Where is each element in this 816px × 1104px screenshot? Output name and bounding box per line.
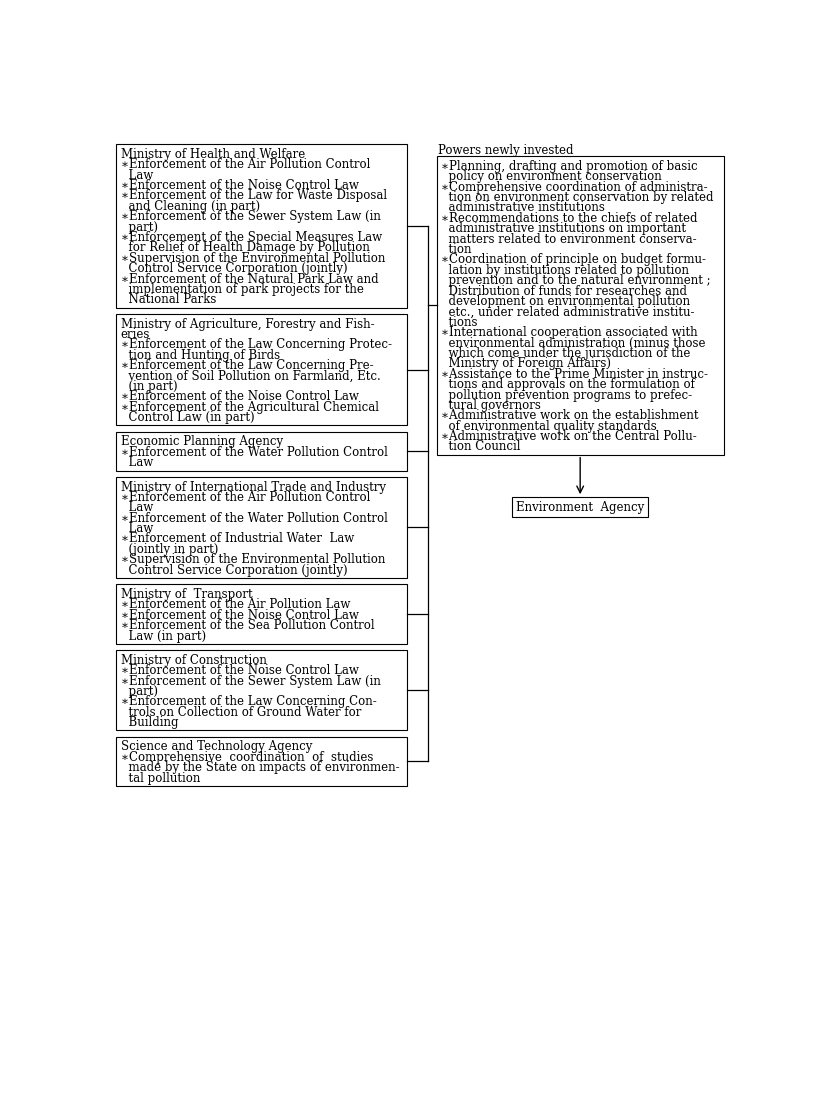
Text: ∗Comprehensive  coordination  of  studies: ∗Comprehensive coordination of studies xyxy=(121,751,373,764)
Text: tural governors: tural governors xyxy=(441,399,541,412)
Text: Law: Law xyxy=(121,522,153,535)
Text: ∗Enforcement of the Noise Control Law: ∗Enforcement of the Noise Control Law xyxy=(121,665,358,677)
Text: ∗Administrative work on the establishment: ∗Administrative work on the establishmen… xyxy=(441,410,699,423)
Text: Ministry of Agriculture, Forestry and Fish-: Ministry of Agriculture, Forestry and Fi… xyxy=(121,318,375,331)
Text: policy on environment conservation: policy on environment conservation xyxy=(441,170,663,183)
Text: environmental administration (minus those: environmental administration (minus thos… xyxy=(441,337,706,350)
Text: tion Council: tion Council xyxy=(441,440,521,454)
Text: (jointly in part): (jointly in part) xyxy=(121,543,218,556)
Bar xyxy=(116,650,406,731)
Text: lation by institutions related to pollution: lation by institutions related to pollut… xyxy=(441,264,690,277)
Text: matters related to environment conserva-: matters related to environment conserva- xyxy=(441,233,697,245)
Text: part): part) xyxy=(121,684,157,698)
Text: ∗Recommendations to the chiefs of related: ∗Recommendations to the chiefs of relate… xyxy=(441,212,698,225)
Text: ∗Enforcement of the Natural Park Law and: ∗Enforcement of the Natural Park Law and xyxy=(121,273,379,286)
Text: tion on environment conservation by related: tion on environment conservation by rela… xyxy=(441,191,714,204)
Text: ∗Comprehensive coordination of administra-: ∗Comprehensive coordination of administr… xyxy=(441,181,708,193)
Text: ∗Enforcement of the Sewer System Law (in: ∗Enforcement of the Sewer System Law (in xyxy=(121,675,380,688)
Bar xyxy=(116,584,406,644)
Text: Ministry of  Transport: Ministry of Transport xyxy=(121,588,252,601)
Text: ∗Enforcement of the Sea Pollution Control: ∗Enforcement of the Sea Pollution Contro… xyxy=(121,619,375,633)
Text: Law (in part): Law (in part) xyxy=(121,629,206,643)
Text: (in part): (in part) xyxy=(121,380,177,393)
Text: Ministry of Construction: Ministry of Construction xyxy=(121,654,267,667)
Text: Control Service Corporation (jointly): Control Service Corporation (jointly) xyxy=(121,263,348,275)
Text: trols on Collection of Ground Water for: trols on Collection of Ground Water for xyxy=(121,705,361,719)
Text: National Parks: National Parks xyxy=(121,294,216,307)
Text: Law: Law xyxy=(121,501,153,514)
Text: Control Law (in part): Control Law (in part) xyxy=(121,411,255,424)
Text: which come under the jurisdiction of the: which come under the jurisdiction of the xyxy=(441,347,691,360)
Text: and Cleaning (in part): and Cleaning (in part) xyxy=(121,200,259,213)
Text: ∗Enforcement of the Air Pollution Control: ∗Enforcement of the Air Pollution Contro… xyxy=(121,158,370,171)
Text: prevention and to the natural environment ;: prevention and to the natural environmen… xyxy=(441,274,711,287)
Text: ∗Enforcement of the Air Pollution Law: ∗Enforcement of the Air Pollution Law xyxy=(121,598,350,612)
Text: ∗Enforcement of the Agricultural Chemical: ∗Enforcement of the Agricultural Chemica… xyxy=(121,401,379,414)
Text: ∗Coordination of principle on budget formu-: ∗Coordination of principle on budget for… xyxy=(441,254,707,266)
Text: administrative institutions: administrative institutions xyxy=(441,201,605,214)
Text: part): part) xyxy=(121,221,157,234)
Text: tion and Hunting of Birds: tion and Hunting of Birds xyxy=(121,349,280,362)
Text: Economic Planning Agency: Economic Planning Agency xyxy=(121,435,282,448)
Text: ∗Enforcement of the Special Measures Law: ∗Enforcement of the Special Measures Law xyxy=(121,231,382,244)
Text: ∗International cooperation associated with: ∗International cooperation associated wi… xyxy=(441,326,698,339)
Bar xyxy=(512,497,648,517)
Text: pollution prevention programs to prefec-: pollution prevention programs to prefec- xyxy=(441,389,693,402)
Text: ∗Enforcement of the Law Concerning Pre-: ∗Enforcement of the Law Concerning Pre- xyxy=(121,359,373,372)
Text: Distribution of funds for researches and: Distribution of funds for researches and xyxy=(441,285,687,298)
Text: made by the State on impacts of environmen-: made by the State on impacts of environm… xyxy=(121,761,399,774)
Text: of environmental quality standards: of environmental quality standards xyxy=(441,420,657,433)
Text: ∗Enforcement of the Law Concerning Protec-: ∗Enforcement of the Law Concerning Prote… xyxy=(121,339,392,351)
Text: etc., under related administrative institu-: etc., under related administrative insti… xyxy=(441,306,695,318)
Text: ∗Enforcement of the Sewer System Law (in: ∗Enforcement of the Sewer System Law (in xyxy=(121,210,380,223)
Text: Law: Law xyxy=(121,456,153,469)
Text: ∗Enforcement of the Law for Waste Disposal: ∗Enforcement of the Law for Waste Dispos… xyxy=(121,190,387,202)
Text: Science and Technology Agency: Science and Technology Agency xyxy=(121,741,312,753)
Text: tions: tions xyxy=(441,316,478,329)
Text: for Relief of Health Damage by Pollution: for Relief of Health Damage by Pollution xyxy=(121,242,370,254)
Text: ∗Enforcement of Industrial Water  Law: ∗Enforcement of Industrial Water Law xyxy=(121,532,354,545)
Text: Powers newly invested: Powers newly invested xyxy=(438,144,574,157)
Text: ∗Enforcement of the Water Pollution Control: ∗Enforcement of the Water Pollution Cont… xyxy=(121,446,388,459)
Text: development on environmental pollution: development on environmental pollution xyxy=(441,295,690,308)
Text: ∗Enforcement of the Law Concerning Con-: ∗Enforcement of the Law Concerning Con- xyxy=(121,696,376,709)
Text: ∗Supervision of the Environmental Pollution: ∗Supervision of the Environmental Pollut… xyxy=(121,553,385,566)
Text: Ministry of Foreign Affairs): Ministry of Foreign Affairs) xyxy=(441,358,611,370)
Text: Control Service Corporation (jointly): Control Service Corporation (jointly) xyxy=(121,564,348,576)
Bar xyxy=(437,156,724,455)
Text: Law: Law xyxy=(121,169,153,182)
Text: Ministry of International Trade and Industry: Ministry of International Trade and Indu… xyxy=(121,480,386,493)
Text: ∗Enforcement of the Air Pollution Control: ∗Enforcement of the Air Pollution Contro… xyxy=(121,491,370,503)
Text: Environment  Agency: Environment Agency xyxy=(516,500,645,513)
Text: tal pollution: tal pollution xyxy=(121,772,200,785)
Text: ∗Administrative work on the Central Pollu-: ∗Administrative work on the Central Poll… xyxy=(441,431,697,443)
Bar xyxy=(116,144,406,308)
Text: vention of Soil Pollution on Farmland, Etc.: vention of Soil Pollution on Farmland, E… xyxy=(121,370,380,383)
Text: administrative institutions on important: administrative institutions on important xyxy=(441,222,686,235)
Text: tions and approvals on the formulation of: tions and approvals on the formulation o… xyxy=(441,378,695,391)
Text: Ministry of Health and Welfare: Ministry of Health and Welfare xyxy=(121,148,305,161)
Bar xyxy=(116,736,406,786)
Text: ∗Enforcement of the Noise Control Law: ∗Enforcement of the Noise Control Law xyxy=(121,179,358,192)
Text: ∗Supervision of the Environmental Pollution: ∗Supervision of the Environmental Pollut… xyxy=(121,252,385,265)
Text: ∗Assistance to the Prime Minister in instruc-: ∗Assistance to the Prime Minister in ins… xyxy=(441,368,708,381)
Bar xyxy=(116,477,406,577)
Text: eries: eries xyxy=(121,328,150,341)
Text: ∗Enforcement of the Noise Control Law: ∗Enforcement of the Noise Control Law xyxy=(121,608,358,622)
Text: ∗Enforcement of the Noise Control Law: ∗Enforcement of the Noise Control Law xyxy=(121,391,358,403)
Bar xyxy=(116,314,406,425)
Text: ∗Planning, drafting and promotion of basic: ∗Planning, drafting and promotion of bas… xyxy=(441,160,698,173)
Text: tion: tion xyxy=(441,243,472,256)
Bar xyxy=(116,432,406,470)
Text: Building: Building xyxy=(121,716,178,729)
Text: ∗Enforcement of the Water Pollution Control: ∗Enforcement of the Water Pollution Cont… xyxy=(121,512,388,524)
Text: implementation of park projects for the: implementation of park projects for the xyxy=(121,283,363,296)
